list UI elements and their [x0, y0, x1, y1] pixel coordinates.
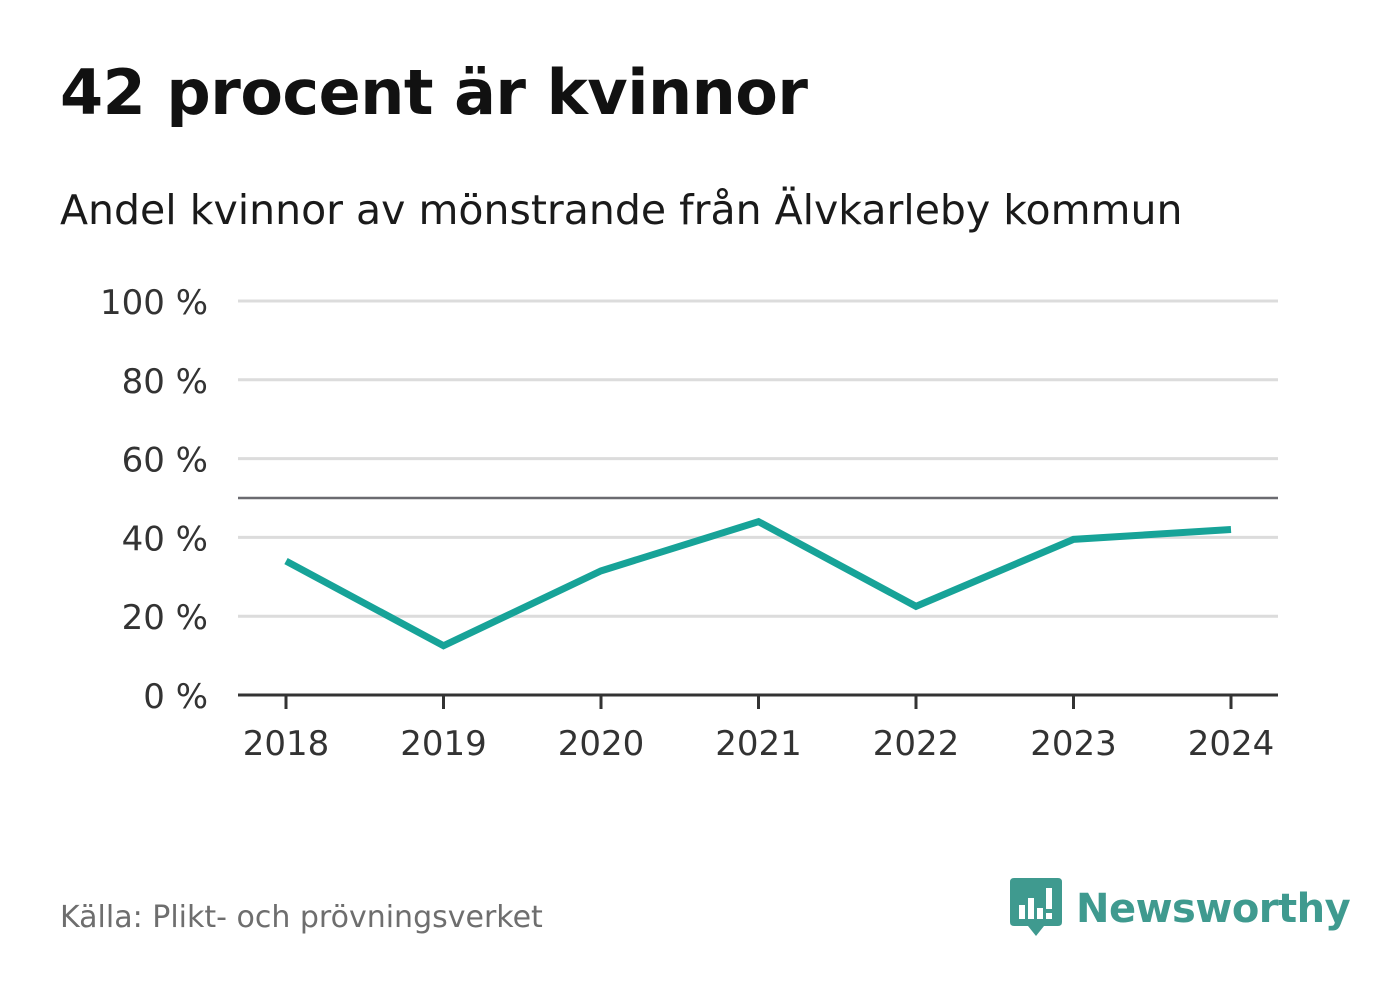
y-tick-label: 60 % [122, 441, 208, 481]
chart-title: 42 procent är kvinnor [60, 56, 808, 129]
x-tick-label: 2020 [558, 724, 645, 764]
x-tick-label: 2024 [1188, 724, 1275, 764]
series-line [284, 517, 1232, 650]
x-tick-label: 2022 [873, 724, 960, 764]
x-axis [238, 693, 1278, 709]
gridlines [238, 299, 1278, 618]
x-tick-label: 2023 [1030, 724, 1117, 764]
series-group [284, 517, 1232, 650]
x-tick-label: 2019 [400, 724, 487, 764]
x-tick-label: 2018 [243, 724, 330, 764]
y-tick-label: 0 % [143, 677, 208, 717]
source-note: Källa: Plikt- och prövningsverket [60, 900, 543, 935]
y-tick-label: 80 % [122, 362, 208, 402]
x-tick-label: 2021 [715, 724, 802, 764]
brand-name: Newsworthy [1076, 886, 1351, 932]
chart-subtitle: Andel kvinnor av mönstrande från Älvkarl… [60, 186, 1183, 234]
brand-logo: Newsworthy [1010, 878, 1351, 940]
y-tick-label: 40 % [122, 519, 208, 559]
newsworthy-logo-icon [1010, 878, 1062, 936]
y-tick-label: 20 % [122, 598, 208, 638]
x-axis-labels: 2018 2019 2020 2021 2022 2023 2024 [243, 724, 1275, 764]
y-axis-labels: 0 % 20 % 40 % 60 % 80 % 100 % [100, 283, 208, 717]
y-tick-label: 100 % [100, 283, 208, 323]
